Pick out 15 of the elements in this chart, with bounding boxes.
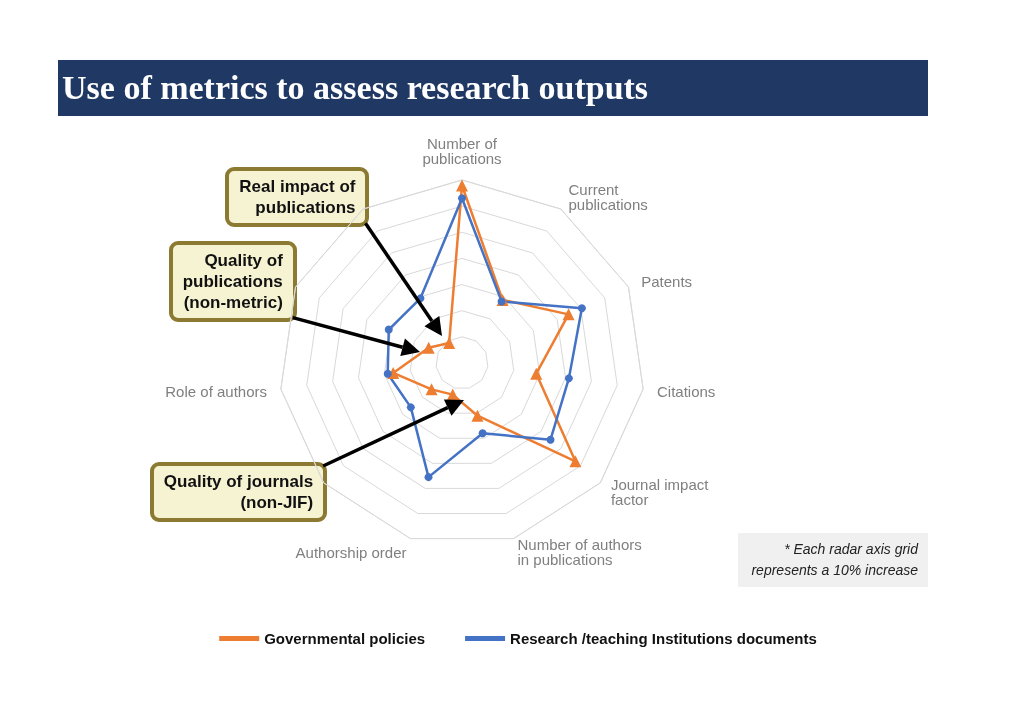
spoke-label: Patents (641, 272, 693, 290)
spoke-label: Number of authors in publications (517, 536, 642, 569)
chart-title: Use of metrics to assess research outputs (58, 60, 928, 116)
legend-label: Research /teaching Institutions documents (510, 630, 817, 647)
spoke-label: Current publications (568, 181, 648, 214)
spoke-label: Real impact of publications (239, 177, 356, 218)
spoke-label: Number of publications (422, 135, 502, 167)
spoke-label: Authorship order (295, 543, 407, 561)
legend-label: Governmental policies (264, 630, 426, 647)
spoke-label: Quality of publications (non-metric) (182, 250, 284, 312)
spoke-label: Role of authors (165, 382, 268, 400)
spoke-label: Citations (656, 382, 716, 400)
spoke-label: Quality of journals (non-JIF) (163, 472, 314, 513)
spoke-label: Journal impact factor (610, 476, 710, 509)
text: * Each radar axis grid represents a 10% increase (738, 533, 928, 587)
